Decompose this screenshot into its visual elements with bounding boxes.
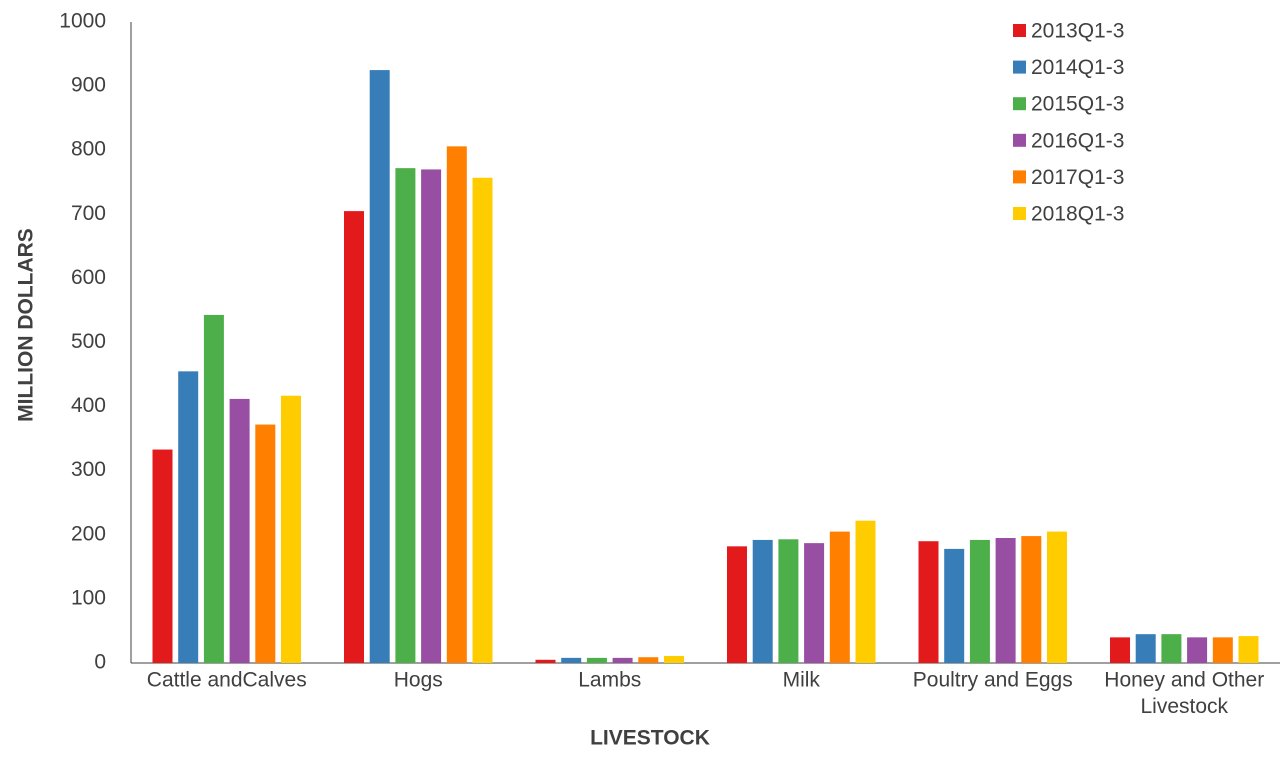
bar bbox=[1212, 637, 1233, 663]
bar bbox=[727, 546, 747, 663]
x-axis-title: LIVESTOCK bbox=[590, 727, 710, 750]
legend-label: 2016Q1-3 bbox=[1031, 129, 1124, 152]
y-tick-label: 900 bbox=[71, 74, 106, 97]
x-axis-ticks: Cattle andCalves Hogs Lambs Milk Poultry and… bbox=[147, 669, 1264, 718]
y-tick-label: 200 bbox=[71, 522, 106, 545]
bar bbox=[344, 211, 364, 663]
bar bbox=[944, 548, 965, 663]
bar bbox=[1161, 634, 1182, 663]
bar bbox=[1021, 536, 1042, 663]
x-tick-label-line: Milk bbox=[783, 669, 821, 692]
legend-swatch bbox=[1013, 133, 1026, 147]
bar bbox=[369, 70, 390, 663]
y-tick-label: 1000 bbox=[59, 10, 106, 33]
legend-label: 2013Q1-3 bbox=[1031, 20, 1124, 43]
bar bbox=[778, 539, 799, 663]
x-tick-label: Honey and Other Livestock bbox=[1104, 669, 1264, 718]
bar bbox=[178, 371, 199, 663]
x-tick-label-line: Hogs bbox=[394, 669, 443, 692]
x-tick-label-line: Livestock bbox=[1140, 695, 1228, 718]
y-tick-label: 500 bbox=[71, 330, 106, 353]
legend-swatch bbox=[1013, 97, 1026, 111]
bar bbox=[281, 395, 301, 663]
bar bbox=[612, 657, 633, 663]
y-tick-label: 700 bbox=[71, 202, 106, 225]
y-tick-label: 100 bbox=[71, 586, 106, 609]
bar bbox=[395, 168, 416, 663]
y-axis-ticks: 0 100 200 300 400 500 600 700 800 900 1000 bbox=[59, 10, 106, 674]
axes bbox=[130, 22, 1280, 664]
bar bbox=[855, 520, 876, 663]
bar bbox=[1187, 637, 1208, 663]
bar bbox=[752, 539, 773, 663]
bar bbox=[995, 538, 1016, 663]
bar bbox=[664, 655, 684, 663]
bar bbox=[561, 657, 582, 663]
x-tick-label: Milk bbox=[783, 669, 821, 692]
bar bbox=[918, 541, 939, 663]
bar bbox=[1047, 531, 1067, 663]
y-tick-label: 400 bbox=[71, 394, 106, 417]
bar bbox=[586, 657, 607, 663]
legend-label: 2018Q1-3 bbox=[1031, 203, 1124, 226]
y-tick-label: 600 bbox=[71, 266, 106, 289]
bar bbox=[255, 424, 276, 663]
x-tick-label-line: Cattle andCalves bbox=[147, 669, 307, 692]
bar bbox=[804, 543, 825, 663]
y-tick-label: 0 bbox=[94, 651, 106, 674]
bar bbox=[829, 531, 850, 663]
x-tick-label: Lambs bbox=[578, 669, 641, 692]
x-tick-label-line: Lambs bbox=[578, 669, 641, 692]
bars bbox=[152, 70, 1259, 663]
y-tick-label: 300 bbox=[71, 458, 106, 481]
bar bbox=[446, 146, 467, 663]
bar bbox=[1110, 637, 1130, 663]
bar bbox=[535, 659, 556, 663]
legend-swatch bbox=[1013, 207, 1026, 220]
y-tick-label: 800 bbox=[71, 138, 106, 161]
legend-label: 2017Q1-3 bbox=[1031, 166, 1124, 189]
bar bbox=[152, 449, 173, 663]
x-tick-label: Poultry and Eggs bbox=[913, 669, 1073, 692]
bar bbox=[1238, 636, 1259, 663]
legend-swatch bbox=[1013, 60, 1026, 74]
x-tick-label: Hogs bbox=[394, 669, 443, 692]
bar bbox=[421, 169, 442, 663]
legend-swatch bbox=[1013, 170, 1026, 184]
bar bbox=[203, 314, 224, 663]
x-tick-label-line: Poultry and Eggs bbox=[913, 669, 1073, 692]
legend: 2013Q1-3 2014Q1-3 2015Q1-3 2016Q1-3 2017Q1-3… bbox=[1013, 20, 1124, 226]
y-axis-title: MILLION DOLLARS bbox=[15, 228, 38, 422]
bar bbox=[969, 539, 990, 663]
legend-label: 2014Q1-3 bbox=[1031, 56, 1124, 79]
bar bbox=[229, 398, 250, 663]
x-tick-label: Cattle andCalves bbox=[147, 669, 307, 692]
legend-label: 2015Q1-3 bbox=[1031, 93, 1124, 116]
legend-swatch bbox=[1013, 24, 1026, 37]
bar bbox=[472, 177, 493, 663]
x-tick-label-line: Honey and Other bbox=[1104, 669, 1264, 692]
bar bbox=[638, 657, 659, 663]
bar bbox=[1135, 634, 1156, 663]
